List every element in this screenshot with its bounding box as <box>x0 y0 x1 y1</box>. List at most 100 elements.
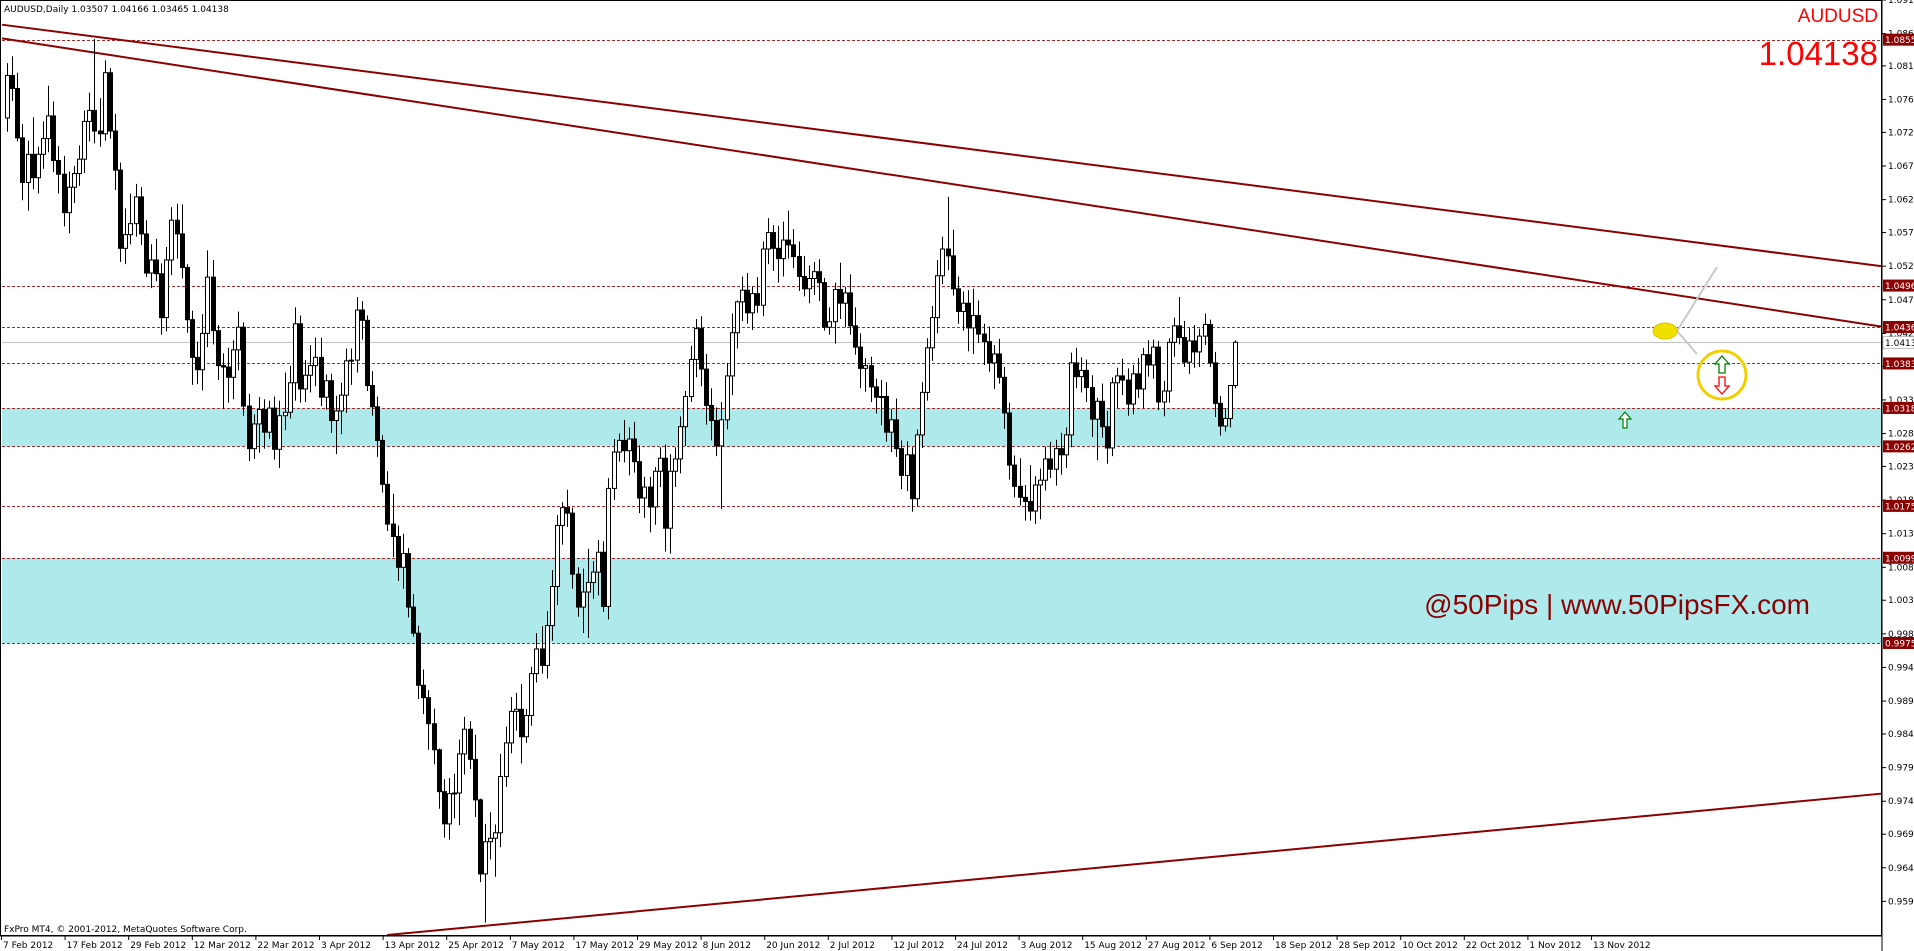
candle-body-bear <box>1146 354 1151 366</box>
price-tick-label: 0.99890 <box>1888 630 1914 640</box>
candle-body-bear <box>1090 387 1095 420</box>
candle <box>699 316 704 387</box>
candle <box>1059 432 1064 475</box>
price-tick-label: 0.96970 <box>1888 830 1914 840</box>
candle <box>971 288 976 354</box>
candle <box>468 720 473 769</box>
candle <box>329 373 334 433</box>
candle-body-bull <box>1197 335 1202 353</box>
candle <box>56 146 61 194</box>
candle <box>956 276 961 324</box>
candle-body-bull <box>1095 400 1100 420</box>
candle <box>87 92 92 142</box>
candle <box>416 625 421 700</box>
candle-body-bull <box>355 309 360 361</box>
candle-body-bear <box>1182 337 1187 363</box>
candle <box>1218 395 1223 436</box>
candle <box>730 313 735 396</box>
candle <box>1208 319 1213 368</box>
candle <box>1115 367 1120 409</box>
date-tick-label: 1 Nov 2012 <box>1529 941 1581 951</box>
candle-body-bear <box>411 606 416 634</box>
level-badge: 1.04967 <box>1883 279 1914 292</box>
candle-body-bull <box>169 219 174 261</box>
candle <box>791 229 796 269</box>
candle <box>750 286 755 330</box>
level-badge-label: 1.04967 <box>1885 282 1914 292</box>
candle <box>283 372 288 431</box>
candle <box>426 690 431 750</box>
candle-body-bear <box>771 232 776 249</box>
candle <box>324 374 329 410</box>
candle <box>740 276 745 322</box>
candlesticks <box>5 39 1238 923</box>
candle <box>396 525 401 582</box>
candle <box>725 362 730 430</box>
candle <box>231 340 236 400</box>
candle <box>406 548 411 618</box>
candle <box>982 323 987 365</box>
candle-body-bear <box>838 288 843 304</box>
candle <box>524 709 529 743</box>
candle <box>622 419 627 463</box>
date-tick-label: 29 Feb 2012 <box>130 941 186 951</box>
candle-body-bear <box>802 275 807 290</box>
candle <box>31 117 36 190</box>
candle <box>714 407 719 457</box>
candle-body-bear <box>540 648 545 666</box>
candle <box>519 683 524 764</box>
date-tick-label: 8 Jun 2012 <box>703 941 751 951</box>
candle <box>976 300 981 343</box>
candle <box>838 262 843 319</box>
trendline <box>387 792 1882 936</box>
candle-body-bear <box>1002 376 1007 414</box>
candle <box>252 414 257 459</box>
candle <box>1141 347 1146 409</box>
candle-body-bear <box>1012 464 1017 487</box>
candle-body-bear <box>437 749 442 793</box>
candle <box>1203 313 1208 346</box>
candle <box>46 85 51 153</box>
candle-body-bull <box>725 375 730 421</box>
candle-body-bull <box>498 776 503 834</box>
candle <box>648 476 653 533</box>
candle-body-bear <box>853 325 858 348</box>
candle <box>139 187 144 245</box>
candle-body-bear <box>216 330 221 367</box>
candle <box>432 708 437 765</box>
candle-body-bear <box>375 406 380 441</box>
candle-body-bull <box>827 321 832 328</box>
candle-body-bull <box>560 507 565 526</box>
candle-body-bear <box>1213 362 1218 404</box>
candle-body-bull <box>288 382 293 413</box>
candle-body-bear <box>951 255 956 290</box>
candle <box>940 236 945 284</box>
watermark-text: @50Pips | www.50PipsFX.com <box>1424 589 1810 620</box>
level-badge: 1.00999 <box>1883 551 1914 564</box>
candle-body-bear <box>648 486 653 508</box>
candle <box>293 307 298 401</box>
candle-body-bull <box>879 396 884 399</box>
candle-body-bear <box>1084 369 1089 389</box>
candle-body-bull <box>673 458 678 472</box>
candle <box>401 533 406 589</box>
candle-body-bear <box>56 160 61 175</box>
zone-band <box>2 557 1881 643</box>
price-tick-label: 1.02810 <box>1888 430 1914 440</box>
candle <box>108 67 113 139</box>
candle <box>869 356 874 402</box>
candle <box>683 391 688 446</box>
candle <box>272 396 277 460</box>
candle <box>735 300 740 349</box>
candle-body-bear <box>822 282 827 328</box>
candle <box>1033 476 1038 525</box>
candle-body-bear <box>663 457 668 529</box>
price-tick-label: 1.00860 <box>1888 563 1914 573</box>
candle <box>1156 340 1161 411</box>
candle <box>1192 325 1197 368</box>
candle-body-bear <box>714 420 719 447</box>
candle-body-bear <box>380 439 385 485</box>
candle-body-bear <box>365 319 370 387</box>
candle <box>560 502 565 545</box>
